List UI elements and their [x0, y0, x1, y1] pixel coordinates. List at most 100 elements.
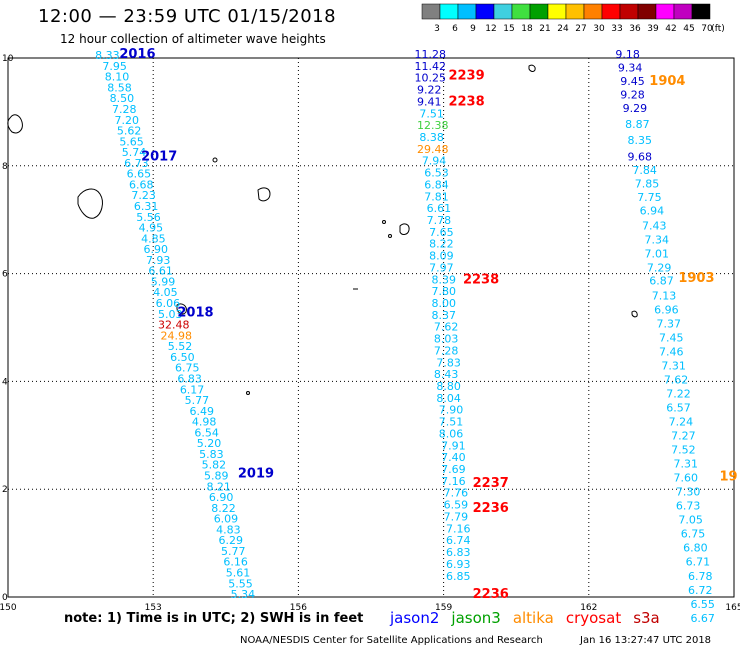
swh-value: 8.22 — [211, 502, 236, 515]
y-tick-label: 2 — [2, 485, 8, 495]
swh-value: 5.52 — [168, 340, 193, 353]
swh-value: 5.34 — [231, 588, 256, 601]
swh-value: 4.95 — [139, 222, 164, 235]
swh-value: 6.68 — [129, 178, 154, 191]
swh-value: 6.94 — [640, 204, 665, 217]
swh-value: 7.51 — [419, 107, 444, 120]
swh-value: 6.06 — [156, 297, 181, 310]
swh-value: 7.83 — [436, 356, 461, 369]
generation-timestamp: Jan 16 13:27:47 UTC 2018 — [580, 635, 712, 646]
swh-value: 6.84 — [424, 178, 449, 191]
swh-value: 6.96 — [654, 303, 679, 316]
map-frame — [7, 57, 735, 598]
swh-value: 9.29 — [623, 102, 648, 115]
swh-value: 6.74 — [446, 534, 471, 547]
legend-label: 39 — [647, 24, 659, 34]
swh-value: 6.31 — [134, 200, 159, 213]
swh-value: 6.54 — [194, 426, 219, 439]
swh-value: 9.28 — [620, 88, 645, 101]
legend-label: 27 — [575, 24, 586, 34]
swh-value: 7.16 — [441, 475, 466, 488]
legend-swatch — [691, 3, 711, 20]
swh-value: 5.55 — [228, 577, 253, 590]
island-outline — [528, 64, 536, 73]
swh-value: 9.34 — [618, 61, 643, 74]
swh-value: 7.40 — [441, 451, 466, 464]
swh-value: 4.05 — [153, 286, 178, 299]
pass-time-label: 19 — [719, 470, 737, 485]
island-outline — [246, 391, 250, 395]
swh-value: 6.73 — [676, 500, 701, 513]
swh-value: 11.28 — [415, 48, 447, 61]
swh-value: 7.13 — [652, 289, 677, 302]
island-outline — [631, 310, 638, 318]
island-outline — [77, 188, 103, 219]
swh-value: 6.67 — [690, 612, 715, 625]
satellite-legend: jason2 jason3 altika cryosat s3a — [390, 609, 672, 627]
satellite-label: jason2 — [390, 609, 440, 627]
satellite-label: s3a — [633, 609, 660, 627]
island-outline — [382, 220, 386, 224]
swh-value: 7.79 — [444, 510, 469, 523]
swh-value: 6.93 — [446, 558, 471, 571]
pass-time-label: 2018 — [177, 306, 213, 321]
pass-time-label: 2238 — [448, 94, 484, 109]
swh-value: 6.85 — [446, 570, 471, 583]
map-grid — [7, 57, 735, 598]
swh-value: 8.35 — [628, 134, 653, 147]
pass-time-label: 2019 — [238, 466, 274, 481]
swh-value: 7.20 — [114, 114, 139, 127]
y-tick-label: 0 — [2, 593, 8, 603]
swh-value: 8.21 — [206, 480, 231, 493]
swh-value: 9.18 — [615, 48, 640, 61]
swh-value: 7.28 — [434, 344, 459, 357]
legend-label: 30 — [593, 24, 605, 34]
legend-label: 6 — [452, 24, 458, 34]
swh-value: 8.38 — [419, 131, 444, 144]
swh-value: 8.22 — [429, 238, 454, 251]
swh-value: 6.49 — [190, 405, 215, 418]
swh-value: 7.24 — [669, 416, 694, 429]
pass-time-label: 2016 — [119, 47, 155, 62]
swh-value: 7.52 — [671, 444, 696, 457]
swh-value: 7.90 — [439, 404, 464, 417]
swh-value: 6.90 — [144, 243, 169, 256]
swh-value: 7.43 — [642, 219, 667, 232]
swh-value: 6.65 — [127, 168, 152, 181]
swh-value: 6.83 — [446, 546, 471, 559]
swh-value: 7.95 — [102, 60, 127, 73]
swh-value: 7.91 — [441, 439, 466, 452]
swh-value: 7.81 — [424, 190, 449, 203]
swh-value: 7.46 — [659, 346, 684, 359]
swh-value: 7.30 — [676, 486, 701, 499]
swh-value: 6.53 — [424, 167, 449, 180]
swh-value: 7.62 — [434, 321, 459, 334]
swh-value: 5.82 — [202, 459, 227, 472]
swh-value: 7.22 — [666, 388, 691, 401]
swh-value: 8.06 — [439, 427, 464, 440]
swh-value: 10.25 — [415, 72, 447, 85]
swh-value: 6.83 — [177, 372, 202, 385]
legend-label: 3 — [434, 24, 440, 34]
pass-time-label: 2239 — [448, 69, 484, 84]
y-tick-label: 6 — [2, 270, 8, 280]
pass-time-label: 2238 — [463, 272, 499, 287]
swh-value: 7.05 — [678, 514, 703, 527]
swh-value: 7.29 — [647, 261, 672, 274]
swh-value: 29.48 — [417, 143, 449, 156]
swh-value: 6.75 — [175, 362, 200, 375]
swh-value: 8.03 — [434, 333, 459, 346]
swh-value: 7.62 — [664, 374, 689, 387]
legend-label: 42 — [665, 24, 676, 34]
swh-value: 6.87 — [649, 274, 674, 287]
swh-value: 7.34 — [644, 233, 669, 246]
swh-value: 6.61 — [148, 265, 173, 278]
swh-value: 9.68 — [628, 150, 653, 163]
axis-tick-labels: 150 153 156 159 162 165 10 8 6 4 2 0 — [0, 54, 740, 613]
pass-time-label: 1904 — [649, 74, 685, 89]
x-tick-label: 156 — [290, 603, 307, 613]
swh-value: 6.17 — [180, 383, 205, 396]
swh-value: 7.60 — [674, 472, 699, 485]
x-tick-label: 153 — [145, 603, 162, 613]
swh-value: 7.93 — [146, 254, 171, 267]
